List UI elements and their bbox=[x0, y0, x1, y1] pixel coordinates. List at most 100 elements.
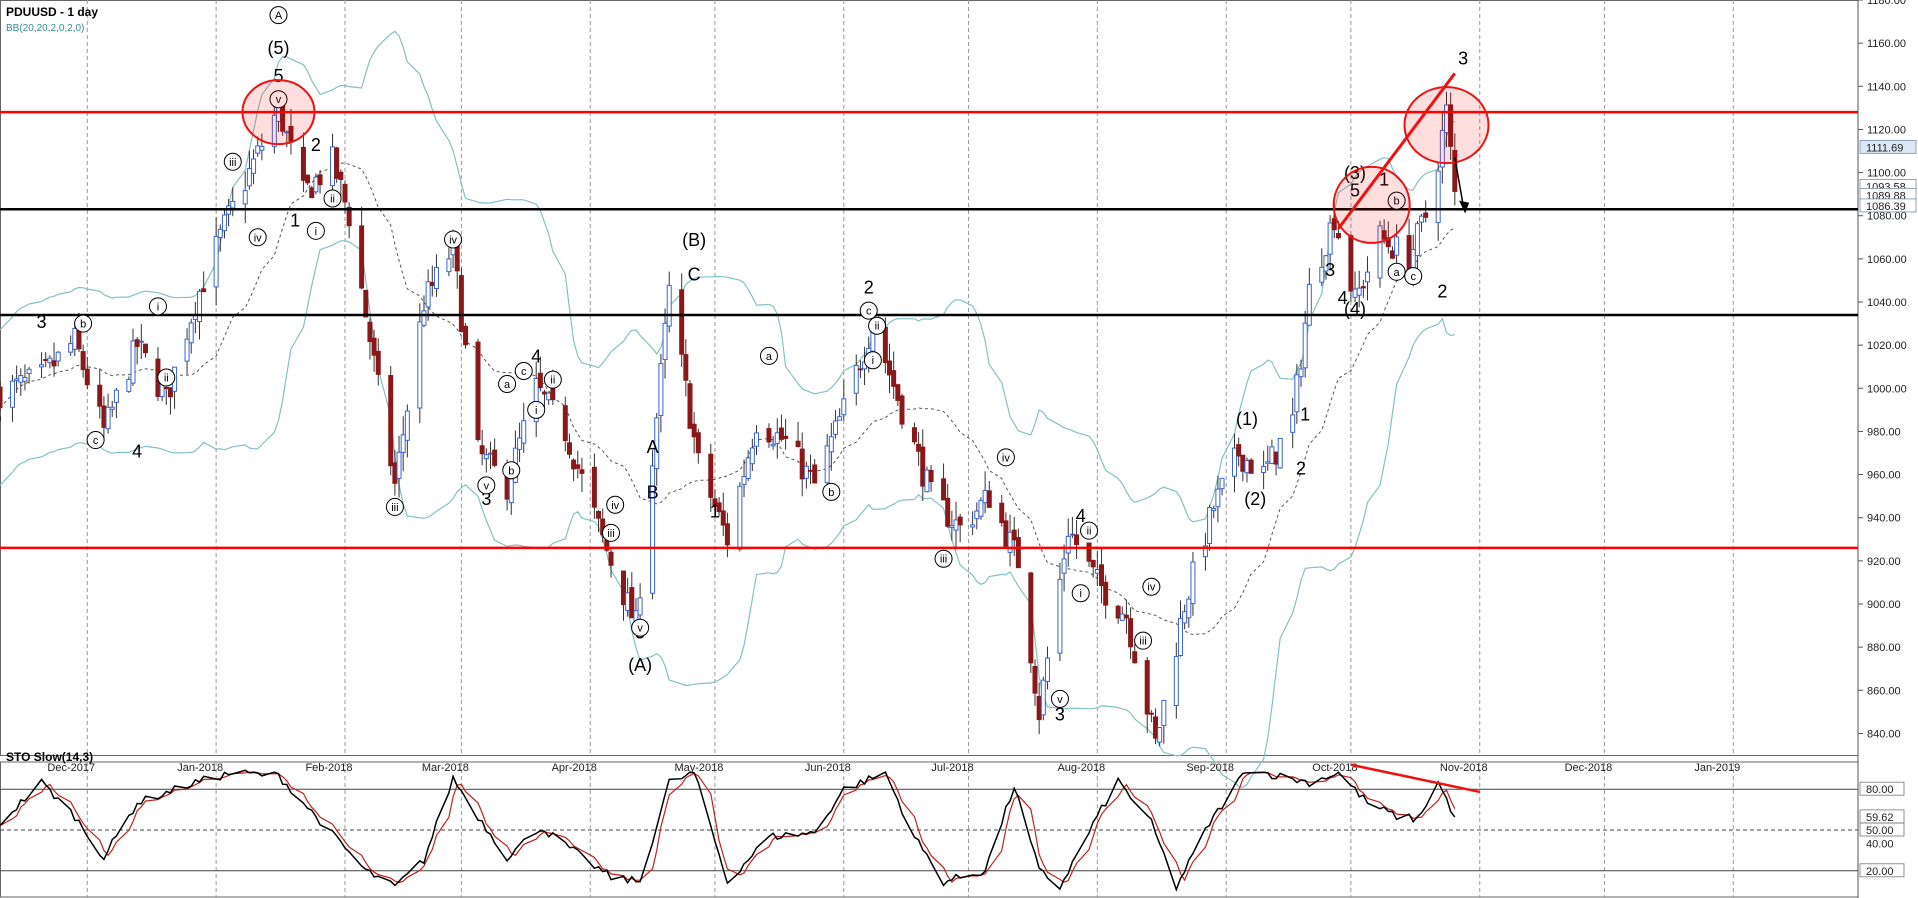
candle-body bbox=[982, 490, 988, 504]
wave-label-text: c bbox=[521, 366, 527, 378]
wave-label-text: i bbox=[535, 405, 537, 417]
circled-wave-label: v bbox=[477, 476, 496, 495]
wave-label-text: i bbox=[872, 355, 874, 367]
candle-body bbox=[666, 284, 672, 327]
candle-body bbox=[1327, 222, 1333, 255]
down-arrow-head bbox=[1459, 200, 1470, 214]
candle-body bbox=[508, 478, 514, 504]
candle-body bbox=[188, 322, 194, 344]
price-tick-label: 1100.00 bbox=[1867, 168, 1906, 180]
price-tick-label: 1120.00 bbox=[1867, 124, 1906, 136]
candle-body bbox=[126, 378, 132, 392]
wave-label-text: iv bbox=[611, 500, 619, 512]
circled-wave-label: i bbox=[306, 221, 325, 240]
wave-label: 5 bbox=[273, 66, 283, 86]
wave-label-text: i bbox=[157, 301, 159, 313]
time-tick-label: Apr-2018 bbox=[552, 762, 597, 774]
candle-body bbox=[1061, 558, 1067, 574]
circled-wave-label: b bbox=[74, 314, 93, 333]
price-tick-label: 880.00 bbox=[1867, 642, 1901, 654]
horizontal-levels bbox=[0, 110, 1858, 550]
price-tick-label: 980.00 bbox=[1867, 426, 1901, 438]
circled-wave-label: A bbox=[269, 6, 288, 25]
candle-body bbox=[1065, 535, 1071, 554]
candle-body bbox=[1148, 712, 1154, 715]
candle-body bbox=[1261, 465, 1267, 473]
circled-wave-label: iv bbox=[248, 228, 267, 247]
candle-body bbox=[724, 523, 730, 546]
candle-body bbox=[1007, 531, 1013, 553]
candle-body bbox=[421, 310, 427, 326]
circled-wave-label: i bbox=[863, 351, 882, 370]
wave-label-circle bbox=[444, 230, 463, 249]
circled-wave-label: v bbox=[269, 90, 288, 109]
candle-body bbox=[1240, 454, 1246, 472]
candle-body bbox=[579, 469, 585, 474]
wave-label-circle bbox=[996, 448, 1015, 467]
candle-body bbox=[795, 440, 801, 448]
wave-label-circle bbox=[385, 497, 404, 516]
oscillator-divergence-line bbox=[1350, 763, 1481, 794]
circled-wave-label: c bbox=[1404, 267, 1423, 286]
wave-label-circle bbox=[1071, 584, 1090, 603]
candle-body bbox=[1144, 660, 1150, 715]
time-tick-label: Nov-2018 bbox=[1440, 762, 1488, 774]
candle-body bbox=[346, 206, 352, 227]
candle-body bbox=[941, 478, 947, 501]
candle-body bbox=[1294, 374, 1300, 413]
candle-body bbox=[1290, 414, 1296, 433]
wave-label-text: c bbox=[1410, 271, 1416, 283]
candle-body bbox=[1207, 507, 1213, 544]
candle-body bbox=[1306, 283, 1312, 326]
candle-body bbox=[475, 341, 481, 440]
candle-body bbox=[26, 368, 32, 375]
wave-label-circle bbox=[1142, 577, 1161, 596]
time-tick-label: Sep-2018 bbox=[1186, 762, 1234, 774]
candle-body bbox=[342, 183, 348, 203]
upper-band bbox=[0, 30, 1456, 523]
wave-label-text: b bbox=[828, 487, 834, 499]
price-axis[interactable]: 1180.00 1160.00 1140.00 1120.00 1100.00 1080.… bbox=[1858, 0, 1917, 740]
candle-body bbox=[550, 387, 556, 401]
wave-label-text: b bbox=[1394, 196, 1400, 208]
candle-body bbox=[1057, 578, 1063, 654]
wave-label-circle bbox=[1387, 191, 1406, 210]
wave-label-text: v bbox=[637, 623, 643, 635]
price-tick-label: 1140.00 bbox=[1867, 81, 1906, 93]
candle-body bbox=[1348, 235, 1354, 292]
candle-body bbox=[662, 322, 668, 361]
candle-body bbox=[1186, 598, 1192, 619]
circled-wave-label: ii bbox=[1080, 521, 1099, 540]
price-tick-label: 1020.00 bbox=[1867, 340, 1907, 352]
candle-body bbox=[1015, 537, 1021, 569]
time-tick-label: Jan-2018 bbox=[177, 762, 223, 774]
circled-wave-label: iii bbox=[1134, 631, 1153, 650]
candle-body bbox=[55, 351, 61, 362]
wave-label: 4 bbox=[531, 346, 541, 366]
time-axis[interactable]: Dec-2017 Jan-2018 Feb-2018 Mar-2018 Apr-2018… bbox=[47, 762, 1740, 774]
circled-wave-label: iv bbox=[606, 495, 625, 514]
candle-body bbox=[51, 360, 57, 367]
candle-body bbox=[1211, 508, 1217, 511]
candle-body bbox=[562, 405, 568, 442]
candle-body bbox=[68, 343, 74, 353]
candle-body bbox=[417, 321, 423, 409]
bollinger-bands bbox=[0, 30, 1456, 788]
osc-tick-label: 80.00 bbox=[1866, 784, 1894, 796]
circled-wave-label: v bbox=[631, 618, 650, 637]
circled-wave-label: a bbox=[759, 346, 778, 365]
wave-label-text: iv bbox=[1147, 582, 1155, 594]
price-tick-label: 1000.00 bbox=[1867, 383, 1907, 395]
candle-body bbox=[1094, 569, 1100, 574]
candle-body bbox=[533, 378, 539, 423]
candle-body bbox=[479, 445, 485, 455]
price-marker-label: 1086.39 bbox=[1866, 201, 1906, 213]
wave-label-text: iii bbox=[940, 554, 947, 566]
candle-body bbox=[887, 360, 893, 376]
candle-body bbox=[167, 387, 173, 398]
candle-body bbox=[317, 174, 323, 186]
circled-wave-label: ii bbox=[157, 368, 176, 387]
price-tick-label: 1080.00 bbox=[1867, 211, 1907, 223]
